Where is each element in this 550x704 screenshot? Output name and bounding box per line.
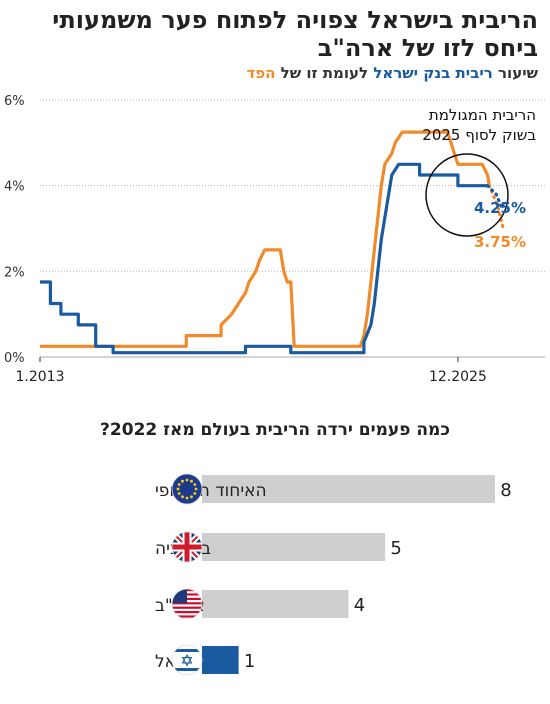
annotation-line-0: הריבית המגולמת	[429, 106, 536, 124]
eu-flag-icon	[171, 473, 203, 505]
y-tick-label: 4%	[4, 180, 25, 195]
bar-chart-title: כמה פעמים ירדה הריבית בעולם מאז 2022?	[100, 420, 450, 440]
boi-end-value: 4.25%	[474, 199, 526, 217]
bar-value-label: 5	[390, 538, 401, 559]
y-tick-label: 2%	[4, 265, 25, 280]
title-line-1: הריבית בישראל צפויה לפתוח פער משמעותי	[52, 6, 538, 34]
subtitle-boi: ריבית בנק ישראל	[373, 64, 493, 82]
fed-end-value: 3.75%	[474, 233, 526, 251]
chart-title: הריבית בישראל צפויה לפתוח פער משמעותי בי…	[8, 6, 538, 62]
y-tick-label: 6%	[4, 94, 25, 109]
forecast-highlight-circle	[425, 153, 509, 237]
bar-2	[202, 590, 349, 618]
us-flag-icon	[171, 588, 203, 620]
subtitle-fed: הפד	[246, 64, 276, 82]
uk-flag-icon	[171, 531, 203, 563]
boi-forecast-line	[485, 184, 504, 209]
annotation-line-1: בשוק לסוף 2025	[422, 126, 536, 144]
bar-0	[202, 475, 495, 503]
subtitle-pre: שיעור	[498, 64, 538, 82]
bar-value-label: 1	[244, 651, 255, 672]
bar-value-label: 4	[354, 595, 365, 616]
title-line-2: ביחס לזו של ארה"ב	[317, 34, 538, 62]
boi-rate-line	[40, 162, 488, 355]
bar-3	[202, 646, 239, 674]
fed-forecast-line	[487, 184, 505, 231]
y-tick-label: 0%	[4, 351, 25, 366]
subtitle-mid: לעומת זו של	[280, 64, 369, 82]
chart-subtitle: שיעור ריבית בנק ישראל לעומת זו של הפד	[8, 64, 538, 82]
bar-value-label: 8	[500, 480, 511, 501]
israel-flag-icon	[171, 644, 203, 676]
bar-1	[202, 533, 386, 561]
line-chart: 0% 2% 4% 6% 1.2013 12.2025 4.25% 3.75% הריבית המ…	[4, 94, 545, 385]
fed-rate-line	[40, 130, 491, 348]
x-tick-label: 1.2013	[16, 369, 65, 385]
x-tick-label: 12.2025	[429, 369, 487, 385]
